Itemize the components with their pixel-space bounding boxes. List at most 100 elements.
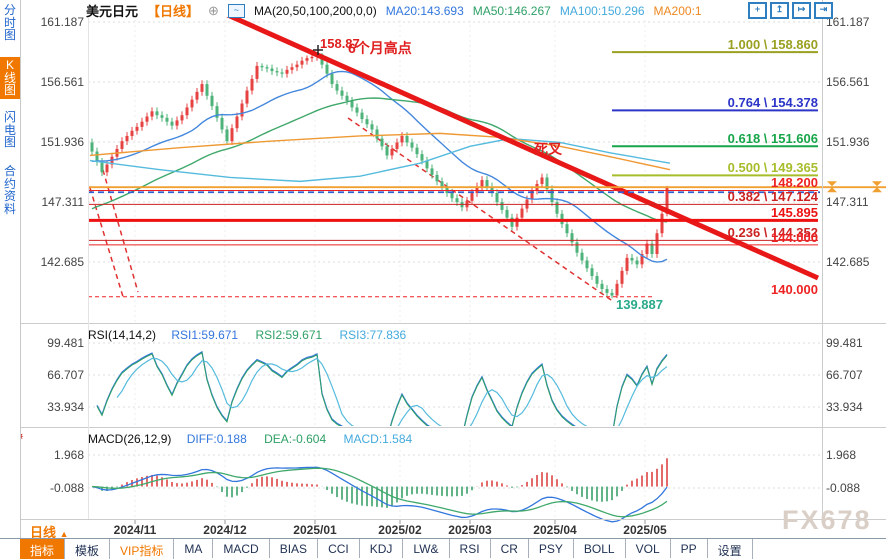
price-level-label: 0.500 \ 149.365 xyxy=(727,160,818,176)
toolbar-tab-MA[interactable]: MA xyxy=(174,539,214,558)
toolbar-tab-BOLL[interactable]: BOLL xyxy=(574,539,626,558)
date-axis-label: 2025/01 xyxy=(293,523,337,537)
plot-right-edge xyxy=(822,0,823,519)
toolbar-tab-MACD[interactable]: MACD xyxy=(213,539,270,558)
toolbar-tab-指标[interactable]: 指标 xyxy=(20,539,66,559)
toolbar-tab-CR[interactable]: CR xyxy=(491,539,529,558)
rsi3-value: RSI3:77.836 xyxy=(339,328,407,342)
crosshair-icon[interactable]: + xyxy=(748,2,767,19)
macd-axis-label-right: 1.968 xyxy=(826,448,857,462)
main-axis-label-left: 161.187 xyxy=(40,15,84,29)
rsi2-value: RSI2:59.671 xyxy=(255,328,323,342)
main-axis-label-left: 142.685 xyxy=(40,254,84,269)
price-level-label: 0.236 \ 144.352 xyxy=(727,225,818,241)
triangle-up-icon: ▲ xyxy=(59,529,69,539)
macd-axis-label-left: 1.968 xyxy=(53,448,84,462)
main-axis-label-right: 161.187 xyxy=(826,15,870,29)
ma20-value: MA20:143.693 xyxy=(385,3,464,18)
toolbar-tab-模板[interactable]: 模板 xyxy=(65,539,111,559)
ma-settings-label[interactable]: MA(20,50,100,200,0,0) xyxy=(253,3,377,18)
main-axis-label-left: 147.311 xyxy=(41,194,85,209)
rsi-header: RSI(14,14,2) RSI1:59.671 RSI2:59.671 RSI… xyxy=(88,328,406,342)
watermark: FX678 xyxy=(782,505,872,535)
macd-axis-label-right: -0.088 xyxy=(826,480,861,495)
dea-value: DEA:-0.604 xyxy=(264,432,327,446)
toolbar-tab-BIAS[interactable]: BIAS xyxy=(270,539,319,558)
diff-value: DIFF:0.188 xyxy=(186,432,247,446)
six-month-high-label: 6个月高点 xyxy=(348,40,412,56)
main-axis-label-right: 142.685 xyxy=(826,254,870,269)
toolbar-tab-RSI[interactable]: RSI xyxy=(450,539,491,558)
indicator-toolbar: 指标 模板 VIP指标 MA MACD BIAS CCI KDJ LW& RSI CR PSY BOLL… xyxy=(0,538,886,559)
divider-main-rsi xyxy=(0,323,886,324)
rsi-axis-label-right: 99.481 xyxy=(826,336,863,350)
macd-axis-label-left: -0.088 xyxy=(49,480,84,495)
main-axis-label-left: 156.561 xyxy=(40,74,84,89)
main-axis-label-right: 147.311 xyxy=(826,194,869,209)
plot-left-edge xyxy=(88,18,89,519)
toolbar-tab-KDJ[interactable]: KDJ xyxy=(360,539,404,558)
price-level-label: 0.382 \ 147.124 xyxy=(727,189,818,205)
sidebar-tab-3[interactable]: 闪电图 xyxy=(3,110,16,149)
toolbar-tab-CCI[interactable]: CCI xyxy=(318,539,360,558)
ma50-value: MA50:146.267 xyxy=(472,3,551,18)
sidebar-tab-2[interactable]: K线图 xyxy=(0,57,20,99)
price-level-label: 148.200 xyxy=(771,175,818,191)
toolbar-tab-VIP指标[interactable]: VIP指标 xyxy=(110,539,175,559)
rsi-title[interactable]: RSI(14,14,2) xyxy=(88,328,157,342)
chart-toolbar-icons: + ↥ ↦ ⇥ xyxy=(748,2,833,19)
period-selector[interactable]: 日线 ▲ xyxy=(30,525,69,540)
symbol-name: 美元日元 xyxy=(86,4,139,19)
price-level-label: 144.000 xyxy=(771,229,818,245)
low-price-label: 139.887 xyxy=(616,297,663,312)
toolbar-tab-PSY[interactable]: PSY xyxy=(529,539,574,558)
macd-header: MACD(26,12,9) DIFF:0.188 DEA:-0.604 MACD… xyxy=(88,432,412,446)
rsi-axis-label-right: 66.707 xyxy=(826,367,863,382)
date-axis-label: 2025/03 xyxy=(448,523,492,537)
ma200-value: MA200:1 xyxy=(653,3,702,18)
rsi-axis-label-right: 33.934 xyxy=(826,399,863,414)
macd-value: MACD:1.584 xyxy=(343,432,413,446)
sidebar-tab-4[interactable]: 合约资料 xyxy=(3,164,16,216)
price-level-label: 140.000 xyxy=(771,281,818,297)
price-level-label: 1.000 \ 158.860 xyxy=(727,37,818,53)
divider-rsi-macd xyxy=(0,427,886,428)
divider-macd-axis xyxy=(0,519,886,520)
date-axis-label: 2025/02 xyxy=(378,523,422,537)
date-axis-label: 2024/11 xyxy=(113,523,157,537)
rsi-axis-label-left: 99.481 xyxy=(47,336,84,350)
macd-title[interactable]: MACD(26,12,9) xyxy=(88,432,172,446)
circle-plus-icon[interactable]: ⊕ xyxy=(208,2,219,18)
rsi-axis-label-left: 33.934 xyxy=(47,399,84,414)
main-axis-label-right: 151.936 xyxy=(826,134,870,149)
rsi1-value: RSI1:59.671 xyxy=(171,328,239,342)
price-level-label: 145.895 xyxy=(771,205,818,221)
candles-layer xyxy=(89,17,820,303)
axis-zoom-out-icon[interactable]: ↦ xyxy=(792,2,811,19)
high-price-label: 158.87 xyxy=(320,36,360,51)
rsi-layer xyxy=(96,350,668,426)
date-axis-label: 2024/12 xyxy=(203,523,247,537)
chart-header: 美元日元 【日线】 ⊕ ~ MA(20,50,100,200,0,0) MA20… xyxy=(86,1,702,20)
period-tag: 【日线】 xyxy=(147,4,200,19)
main-axis-label-right: 156.561 xyxy=(826,74,870,89)
ma100-value: MA100:150.296 xyxy=(559,3,645,18)
main-axis-label-left: 151.936 xyxy=(40,134,84,149)
toolbar-tab-LW&[interactable]: LW& xyxy=(403,539,450,558)
pan-exit-icon[interactable]: ⇥ xyxy=(814,2,833,19)
chart-type-icon[interactable]: ~ xyxy=(227,3,245,18)
left-sidebar: 分时图 K线图闪电图合约资料 xyxy=(0,0,21,538)
date-axis-label: 2025/04 xyxy=(533,523,577,537)
death-cross-label: 死叉 xyxy=(534,141,562,157)
price-level-label: 0.764 \ 154.378 xyxy=(727,95,818,111)
axis-zoom-in-icon[interactable]: ↥ xyxy=(770,2,789,19)
rsi-axis-label-left: 66.707 xyxy=(47,367,84,382)
price-level-label: 0.618 \ 151.606 xyxy=(727,131,818,147)
toolbar-tab-VOL[interactable]: VOL xyxy=(626,539,671,558)
toolbar-tab-PP[interactable]: PP xyxy=(671,539,708,558)
toolbar-tab-设置[interactable]: 设置 xyxy=(708,539,753,559)
macd-layer xyxy=(91,458,668,523)
sidebar-tab-1[interactable]: 分时图 xyxy=(3,3,16,42)
